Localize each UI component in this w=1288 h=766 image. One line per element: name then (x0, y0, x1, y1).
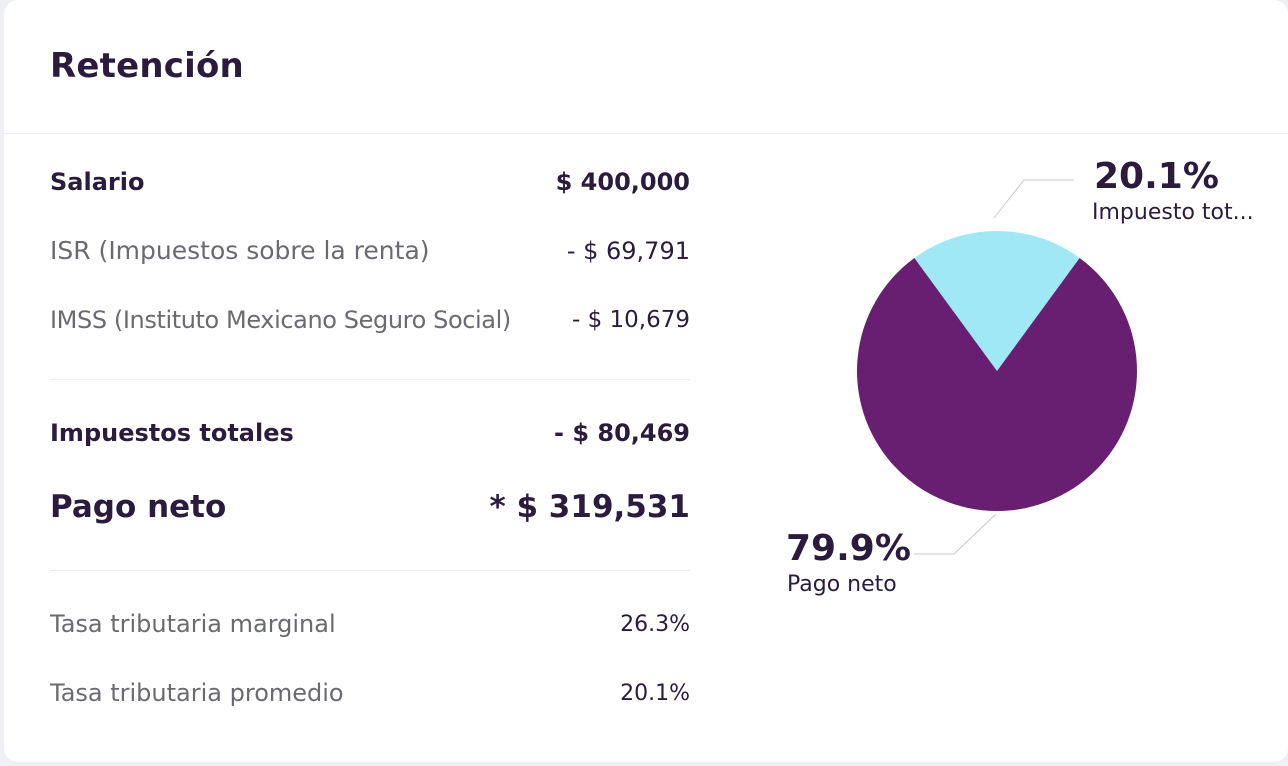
tax-percent-label: 20.1% (1094, 156, 1219, 197)
net-pay-slice-label: Pago neto (787, 572, 897, 597)
row-isr: ISR (Impuestos sobre la renta) - $ 69,79… (50, 236, 690, 265)
salary-label: Salario (50, 168, 145, 196)
total-taxes-label: Impuestos totales (50, 419, 294, 447)
row-salary: Salario $ 400,000 (50, 168, 690, 196)
divider (50, 570, 690, 571)
pie-slice-tax[interactable] (914, 231, 1080, 371)
isr-value: - $ 69,791 (566, 236, 690, 265)
marginal-rate-label: Tasa tributaria marginal (50, 610, 336, 638)
tax-leader-line (993, 179, 1074, 219)
average-rate-value: 20.1% (620, 680, 690, 706)
row-imss: IMSS (Instituto Mexicano Seguro Social) … (50, 306, 690, 334)
net-pay-label: Pago neto (50, 489, 227, 525)
withholding-pie-chart: 20.1% Impuesto tot... 79.9% Pago neto (774, 140, 1288, 620)
row-marginal-rate: Tasa tributaria marginal 26.3% (50, 610, 690, 638)
average-rate-label: Tasa tributaria promedio (50, 679, 344, 707)
pie-slice-net-pay[interactable] (857, 257, 1137, 511)
total-taxes-value: - $ 80,469 (554, 419, 690, 447)
row-average-rate: Tasa tributaria promedio 20.1% (50, 679, 690, 707)
card-title: Retención (50, 46, 244, 86)
pie-chart-svg (857, 179, 1137, 555)
net-pay-leader-line (914, 513, 997, 555)
divider (50, 379, 690, 380)
imss-label: IMSS (Instituto Mexicano Seguro Social) (50, 306, 511, 334)
card-header: Retención (4, 0, 1288, 134)
row-net-pay: Pago neto * $ 319,531 (50, 489, 690, 525)
imss-value: - $ 10,679 (571, 307, 690, 333)
tax-slice-label: Impuesto tot... (1092, 200, 1254, 225)
salary-value: $ 400,000 (555, 168, 690, 196)
row-total-taxes: Impuestos totales - $ 80,469 (50, 419, 690, 447)
marginal-rate-value: 26.3% (620, 611, 690, 637)
withholding-card: Retención Salario $ 400,000 ISR (Impuest… (4, 0, 1288, 762)
isr-label: ISR (Impuestos sobre la renta) (50, 236, 430, 265)
net-pay-value: * $ 319,531 (489, 489, 690, 525)
net-pay-percent-label: 79.9% (786, 528, 911, 569)
